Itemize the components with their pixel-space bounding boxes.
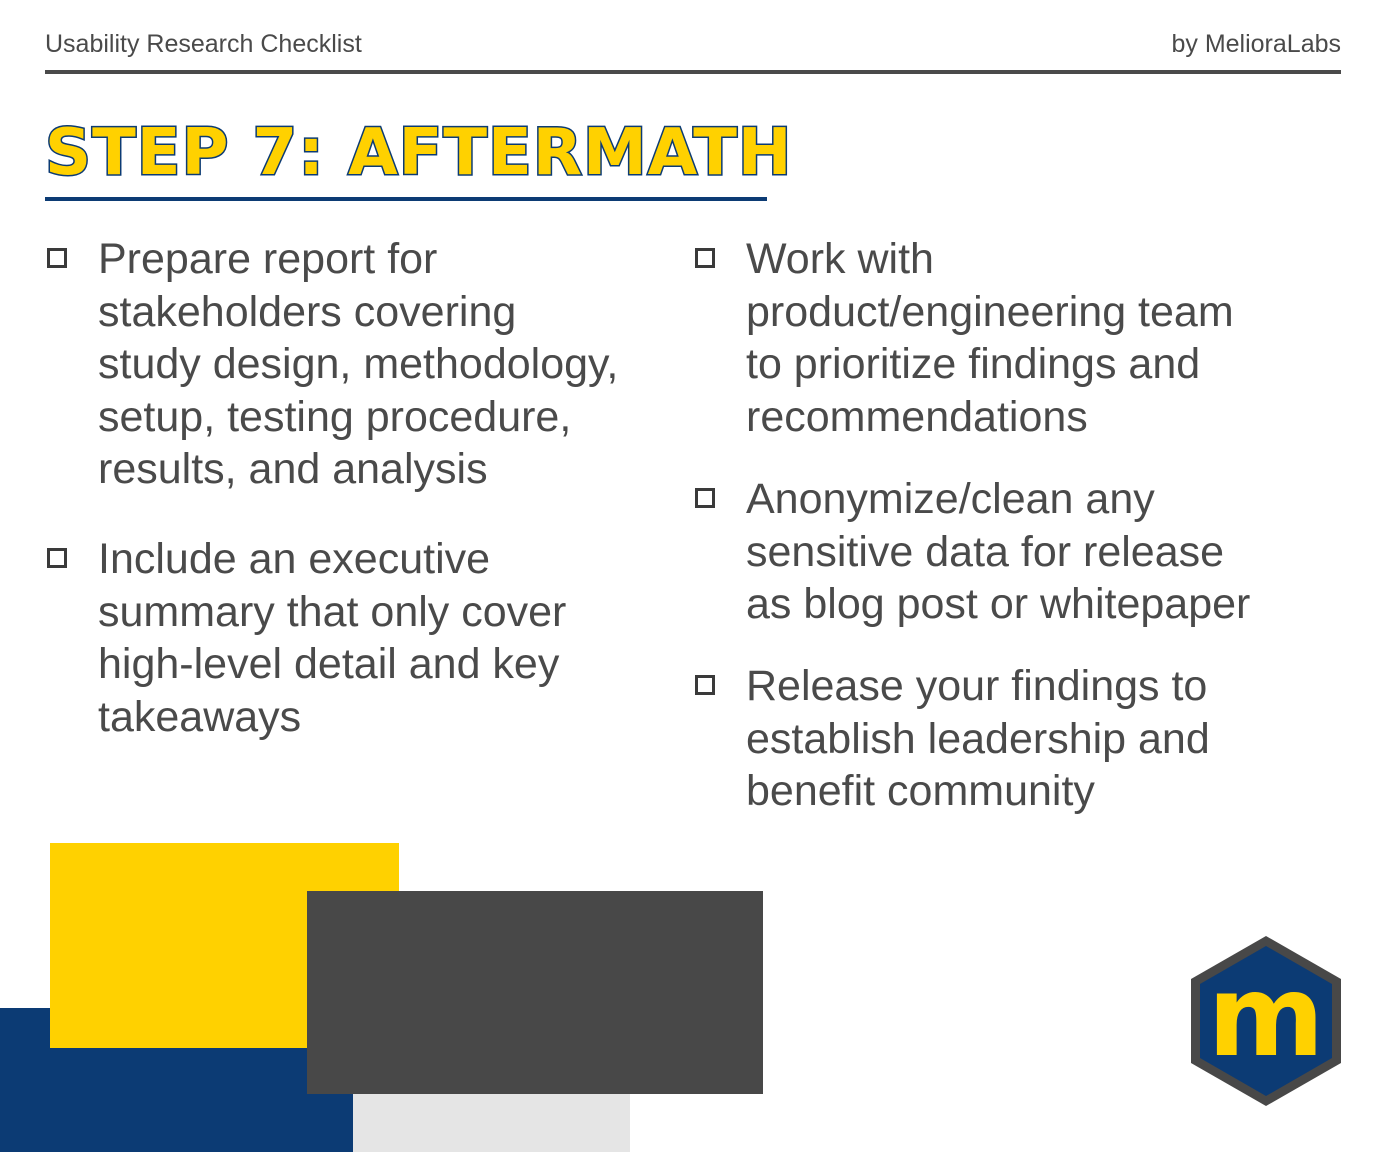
checklist-item-text: Work with product/engineering team to pr…	[746, 235, 1234, 441]
checkbox-icon[interactable]	[47, 248, 67, 268]
checklist-item-text: Release your findings to establish leade…	[746, 662, 1210, 815]
title-underline	[45, 197, 767, 201]
checklist-item-text: Prepare report for stakeholders covering…	[98, 235, 619, 493]
checklist-item-text: Include an executive summary that only c…	[98, 535, 567, 741]
checklist-item-release-findings: Release your findings to establish leade…	[695, 660, 1210, 818]
byline: by MelioraLabs	[1171, 30, 1341, 58]
header-divider	[45, 70, 1341, 74]
logo-letter: m	[1208, 952, 1325, 1082]
decorative-dark-gray-block	[307, 891, 763, 1094]
meliora-logo-icon: m	[1191, 936, 1341, 1106]
checklist-item-anonymize-data: Anonymize/clean any sensitive data for r…	[695, 473, 1250, 631]
checklist-item-prepare-report: Prepare report for stakeholders covering…	[47, 233, 618, 496]
decorative-light-gray-block	[353, 1093, 630, 1152]
checkbox-icon[interactable]	[695, 248, 715, 268]
checkbox-icon[interactable]	[47, 548, 67, 568]
step-title: STEP 7: AFTERMATH	[43, 115, 793, 192]
checkbox-icon[interactable]	[695, 488, 715, 508]
checklist-item-executive-summary: Include an executive summary that only c…	[47, 533, 566, 743]
document-title: Usability Research Checklist	[45, 30, 362, 58]
checkbox-icon[interactable]	[695, 675, 715, 695]
checklist-item-prioritize-findings: Work with product/engineering team to pr…	[695, 233, 1234, 443]
checklist-item-text: Anonymize/clean any sensitive data for r…	[746, 475, 1251, 628]
